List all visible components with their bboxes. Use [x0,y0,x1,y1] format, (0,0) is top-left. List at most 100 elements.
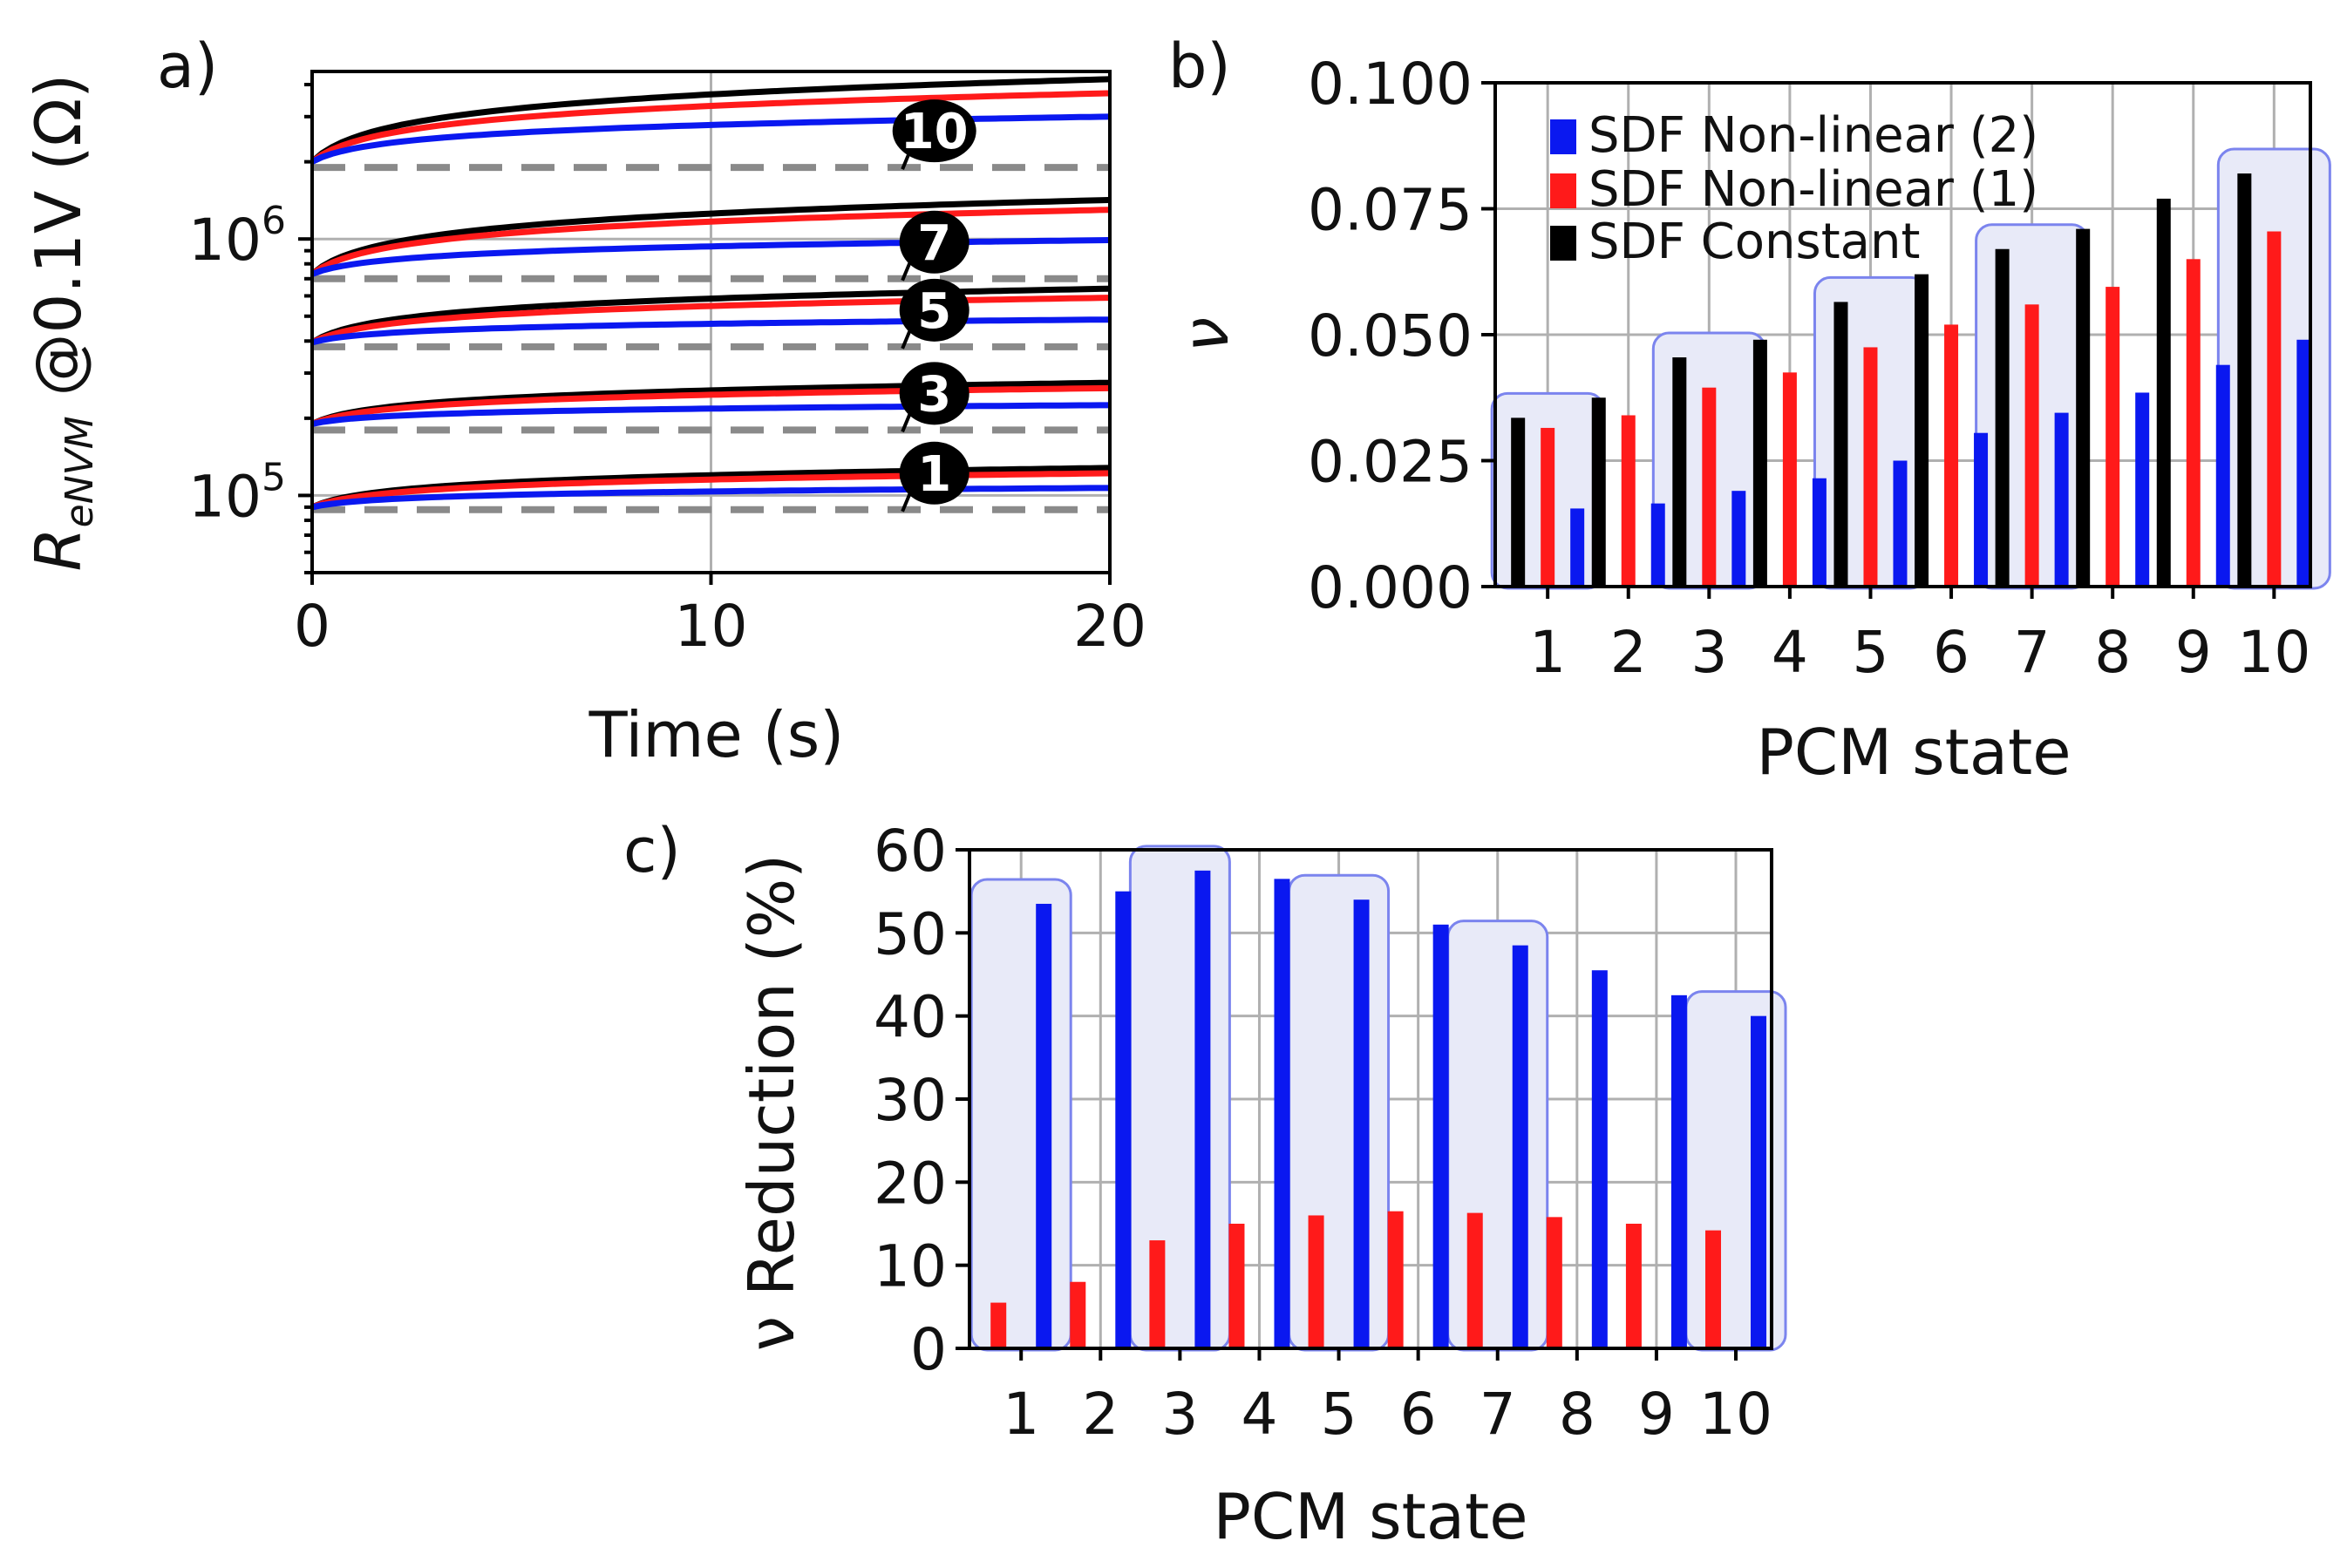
panel-b-bar [1752,339,1767,587]
panel-c-xtick-label: 4 [1241,1381,1277,1448]
panel-a-xtick-label: 0 [294,593,330,660]
panel-a-badge-label: 10 [901,104,969,160]
panel-a-curve [310,237,1111,277]
panel-c-bar [1228,1224,1245,1348]
panel-a-curve [310,384,1111,427]
panel-b-bar [1995,248,2010,587]
legend-swatch-nonlinear-1 [1550,173,1576,208]
legend-label-constant: SDF Constant [1588,214,1920,270]
panel-c-ytick-label: 40 [874,984,947,1051]
panel-c-bars [990,870,1767,1348]
panel-a: a) 1 3 5 7 10 0 10 20 105 106 Time (s) ReNVM @0.… [22,31,1146,771]
panel-c-bar [1308,1215,1324,1348]
panel-a-curve [310,196,1111,277]
panel-b-bar [2156,198,2171,587]
panel-b-legend: SDF Non-linear (2) SDF Non-linear (1) SD… [1550,107,2038,270]
panel-a-badge [899,441,969,505]
legend-swatch-constant [1550,226,1576,261]
panel-b-bar [1782,372,1797,587]
panel-c: c) 0 10 20 30 40 50 60 1 2 3 4 5 6 7 8 9 10 PCM state ν … [623,815,1787,1553]
panel-a-curve [310,470,1111,511]
panel-b-xlabel: PCM state [1756,716,2071,789]
panel-c-xtick-label: 9 [1638,1381,1675,1448]
panel-a-ytick-label: 105 [188,455,286,530]
panel-a-badge [899,210,969,274]
panel-c-xtick-label: 7 [1480,1381,1516,1448]
panel-c-bar [1036,903,1052,1348]
panel-b-bar [1863,347,1878,587]
panel-b-bar [1974,432,1989,587]
panel-c-bar [1670,994,1687,1348]
panel-c-bar [1070,1281,1086,1348]
panel-c-bar [1591,970,1608,1348]
panel-c-highlight-box [1288,873,1391,1352]
panel-b-bar [1541,427,1555,587]
panel-b-bar [1812,478,1827,587]
panel-c-ytick-label: 50 [874,900,947,967]
panel-a-label: a) [157,31,218,102]
panel-c-bar [1751,1015,1767,1348]
panel-b-bar [1621,415,1636,587]
panel-c-xtick-label: 3 [1161,1381,1198,1448]
panel-a-xlabel: Time (s) [588,698,845,771]
panel-b-bar [2054,412,2069,587]
panel-a-badge-label: 5 [917,283,951,340]
panel-c-xtick-label: 6 [1400,1381,1437,1448]
panel-b-xtick-label: 8 [2094,619,2131,686]
panel-b-bar [1893,460,1908,587]
panel-b-bar [1591,397,1606,587]
panel-a-badge-label: 3 [917,366,951,423]
panel-c-ytick-label: 20 [874,1150,947,1217]
panel-b-bar [2186,259,2201,587]
panel-a-badge-label: 7 [917,215,951,272]
panel-c-bar [1512,945,1528,1348]
panel-c-bar [1115,891,1132,1348]
panel-b-xtick-label: 10 [2237,619,2310,686]
panel-a-curve [311,316,1110,346]
panel-c-highlight-box [969,878,1072,1352]
panel-b-ytick-label: 0.025 [1308,429,1473,496]
panel-a-badge [899,278,969,342]
panel-b-xtick-label: 9 [2175,619,2212,686]
panel-b-bar [2135,392,2150,587]
panel-c-bar [1466,1212,1483,1348]
panel-c-highlight-box [1446,920,1549,1352]
panel-c-ylabel: ν Reduction (%) [735,854,808,1352]
panel-c-bar [1432,924,1449,1348]
panel-a-badge [899,362,969,425]
panel-a-xtick-label: 10 [675,593,748,660]
panel-a-badge [892,99,976,163]
panel-c-ytick-label: 0 [910,1316,947,1383]
panel-b-bar [2267,231,2282,587]
panel-b-bar [1731,491,1746,587]
panel-b-xtick-label: 2 [1610,619,1647,686]
panel-c-bar [1149,1240,1166,1348]
panel-c-xtick-label: 2 [1082,1381,1119,1448]
panel-c-xlabel: PCM state [1213,1480,1527,1553]
panel-b-xtick-label: 5 [1852,619,1888,686]
panel-a-ylabel: ReNVM @0.1V (Ω) [22,74,102,572]
panel-b-bar [1915,274,1929,587]
panel-a-xtick-label: 20 [1073,593,1146,660]
panel-c-bar [1546,1217,1562,1348]
panel-c-ticks: 0 10 20 30 40 50 60 1 2 3 4 5 6 7 8 9 10 [874,818,1772,1448]
panel-c-ytick-label: 10 [874,1233,947,1300]
panel-b-bar [1650,503,1665,587]
panel-b-bar [1702,387,1717,587]
panel-a-badge-label: 1 [917,446,951,503]
legend-label-nonlinear-1: SDF Non-linear (1) [1588,161,2038,218]
panel-c-xtick-label: 1 [1003,1381,1039,1448]
panel-b-xtick-label: 7 [2014,619,2051,686]
panel-b-ytick-label: 0.075 [1308,177,1473,244]
panel-a-curve [310,207,1111,277]
panel-c-ytick-label: 30 [874,1067,947,1134]
panel-c-bar [990,1302,1007,1348]
panel-b-xtick-label: 4 [1772,619,1808,686]
panel-c-bar [1705,1230,1722,1348]
panel-b-ticks: 0.000 0.025 0.050 0.075 0.100 1 2 3 4 5 6 7 8 9 10 [1308,51,2310,686]
panel-c-bar [1387,1211,1404,1348]
panel-c-bar [1194,870,1211,1348]
